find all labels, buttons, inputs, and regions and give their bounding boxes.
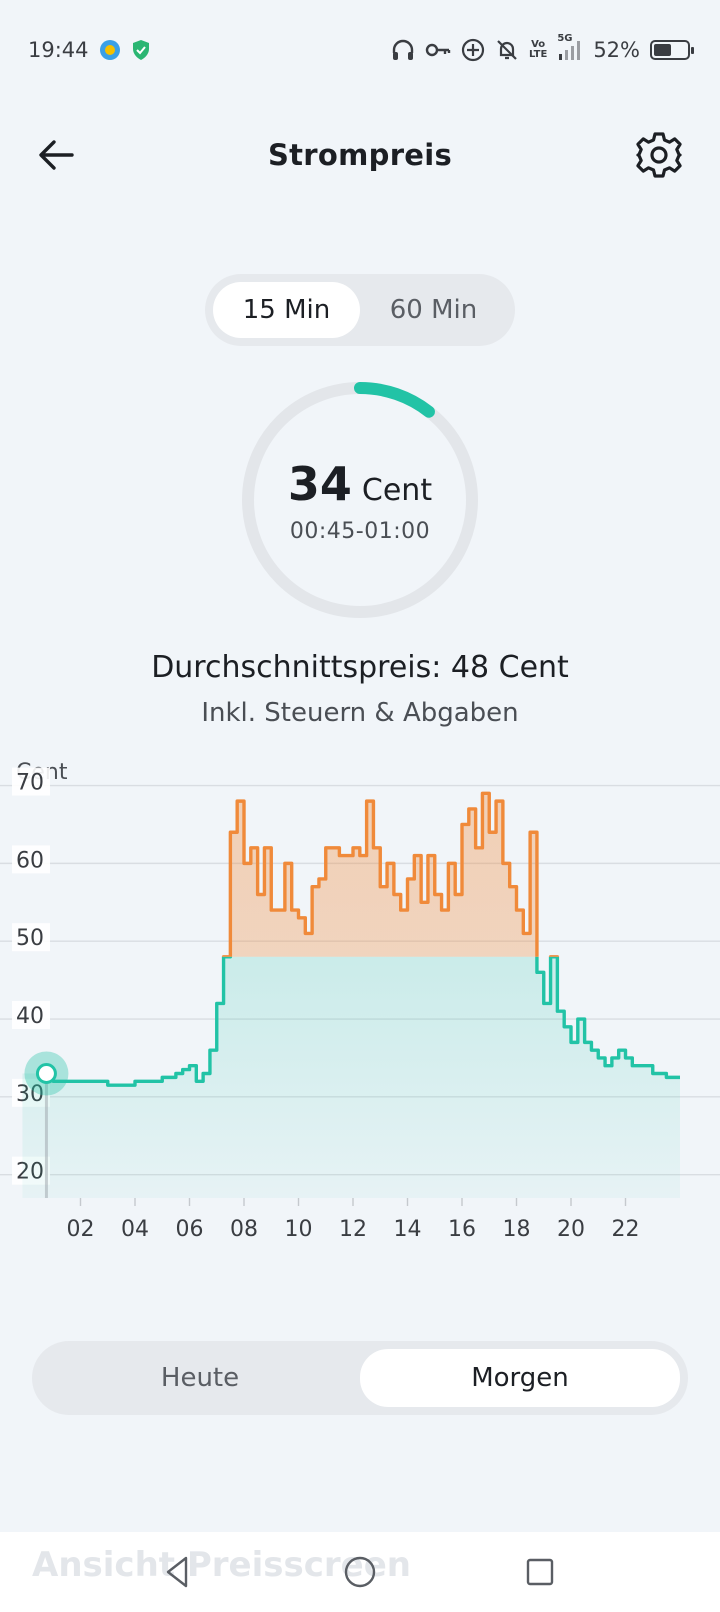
nav-back-button[interactable] — [158, 1552, 198, 1592]
x-tick-label: 20 — [557, 1217, 585, 1242]
status-left: 19:44 — [28, 38, 151, 62]
y-tick-label: 50 — [16, 926, 44, 951]
x-tick-label: 06 — [176, 1217, 204, 1242]
price-gauge — [242, 382, 478, 618]
circle-home-icon — [344, 1556, 376, 1588]
average-price: Durchschnittspreis: 48 Cent — [151, 650, 569, 685]
y-tick-label-bg — [12, 767, 50, 796]
arrow-left-icon — [39, 140, 74, 170]
shield-icon — [131, 39, 151, 61]
x-tick-label: 04 — [121, 1217, 149, 1242]
back-button[interactable] — [34, 132, 80, 178]
x-tick-label: 14 — [394, 1217, 422, 1242]
volte-icon: Vo LTE — [529, 40, 547, 60]
bell-off-icon — [495, 38, 519, 62]
status-time: 19:44 — [28, 38, 89, 62]
gauge-value-row: 34 Cent — [288, 457, 432, 511]
network-type-label: 5G — [557, 33, 573, 44]
triangle-back-icon — [166, 1556, 188, 1588]
day-toggle: Heute Morgen — [32, 1341, 688, 1415]
y-tick-label-bg — [12, 1001, 50, 1030]
current-point — [35, 1062, 57, 1084]
price-note: Inkl. Steuern & Abgaben — [201, 698, 519, 728]
status-bar: 19:44 Vo LTE 5G 52% — [0, 0, 720, 100]
battery-percent: 52% — [593, 38, 640, 62]
current-price-value: 34 — [287, 456, 352, 511]
y-tick-label: 40 — [16, 1004, 44, 1029]
app-notification-icon — [99, 39, 121, 61]
page-title: Strompreis — [267, 138, 453, 172]
x-tick-label: 16 — [448, 1217, 476, 1242]
interval-toggle: 15 Min 60 Min — [205, 274, 515, 346]
day-option-morgen[interactable]: Morgen — [360, 1349, 680, 1407]
nav-recents-button[interactable] — [520, 1552, 560, 1592]
gauge-label: 34 Cent 00:45-01:00 — [238, 378, 482, 622]
square-recents-icon — [526, 1558, 554, 1586]
x-tick-label: 08 — [230, 1217, 258, 1242]
key-icon — [425, 39, 451, 61]
x-tick-label: 22 — [612, 1217, 640, 1242]
gear-icon — [636, 132, 682, 178]
price-line-below-average — [46, 956, 680, 1087]
app-header: Strompreis — [0, 110, 720, 200]
y-tick-label-bg — [12, 923, 50, 952]
battery-level — [654, 44, 671, 56]
settings-button[interactable] — [634, 130, 684, 180]
x-tick-label: 10 — [285, 1217, 313, 1242]
system-nav-bar — [0, 1532, 720, 1612]
x-tick-label: 12 — [339, 1217, 367, 1242]
above-average-area — [230, 793, 537, 957]
current-price-unit: Cent — [361, 472, 433, 508]
signal-icon: 5G — [557, 33, 583, 61]
price-chart[interactable]: 2030405060700204060810121416182022 — [0, 750, 720, 1270]
day-option-heute[interactable]: Heute — [160, 1363, 240, 1393]
x-tick-label: 02 — [67, 1217, 95, 1242]
headphones-icon — [391, 39, 415, 61]
status-right: Vo LTE 5G 52% — [391, 33, 694, 62]
price-line-above-average — [221, 791, 560, 957]
volte-label-bottom: LTE — [528, 49, 548, 60]
below-average-area — [22, 956, 680, 1198]
y-tick-label: 70 — [16, 771, 44, 796]
y-tick-label: 60 — [16, 848, 44, 873]
add-circle-icon — [461, 38, 485, 62]
interval-option-60-min[interactable]: 60 Min — [389, 295, 478, 325]
gauge-progress-arc — [354, 382, 435, 418]
battery-icon — [650, 40, 694, 60]
current-time-range: 00:45-01:00 — [289, 518, 431, 544]
interval-option-15-min[interactable]: 15 Min — [213, 282, 360, 338]
y-tick-label-bg — [12, 845, 50, 874]
x-tick-label: 18 — [503, 1217, 531, 1242]
nav-home-button[interactable] — [340, 1552, 380, 1592]
volte-label-top: Vo — [531, 39, 546, 50]
